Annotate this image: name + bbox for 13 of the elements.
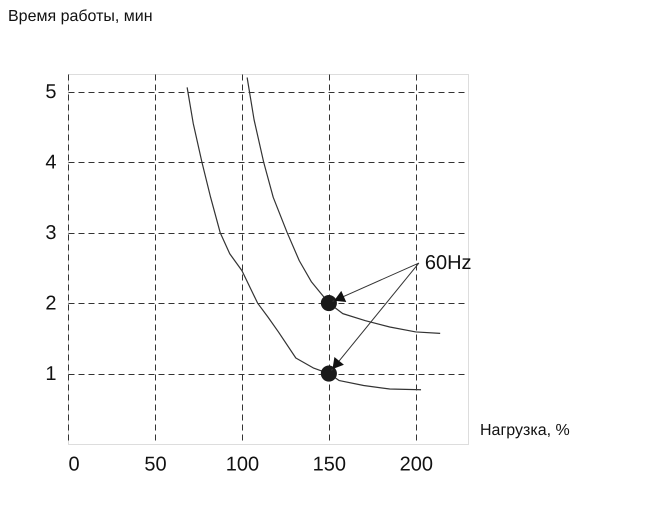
x-tick-label: 0: [68, 454, 80, 476]
y-tick-label: 5: [45, 81, 56, 104]
annotation: 60Hz: [424, 252, 472, 274]
y-tick-label: 4: [45, 152, 56, 174]
y-axis-title: Время работы, мин: [8, 8, 153, 25]
x-tick-label: 100: [226, 454, 260, 476]
x-tick-label: 150: [312, 454, 346, 476]
x-axis-title: Нагрузка, %: [480, 422, 570, 439]
x-tick-label: 200: [400, 454, 434, 476]
y-tick-label: 1: [45, 363, 56, 386]
x-tick-label: 50: [144, 454, 167, 476]
y-tick-label: 3: [45, 222, 56, 244]
y-tick-label: 2: [45, 292, 56, 315]
